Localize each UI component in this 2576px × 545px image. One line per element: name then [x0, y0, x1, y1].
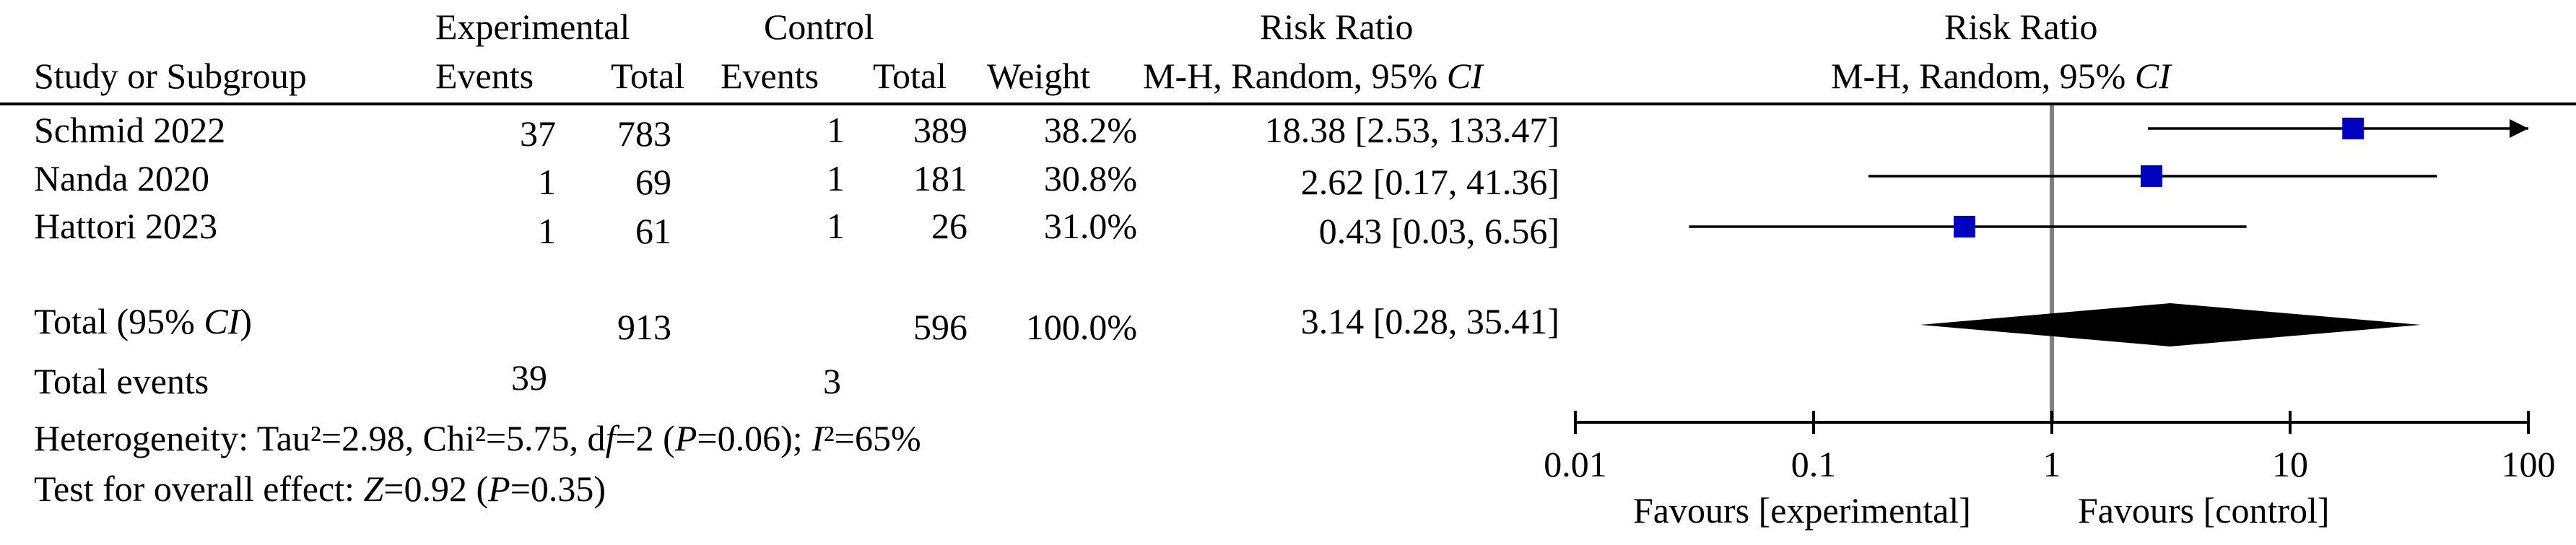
favours-control-label: Favours [control]	[2078, 490, 2330, 531]
total-ctl-events: 3	[823, 361, 841, 401]
exp-total-sum: 913	[617, 307, 671, 347]
study-name: Hattori 2023	[34, 206, 218, 246]
exp-total: 61	[635, 211, 671, 251]
exp-total: 783	[617, 113, 671, 154]
study-marker	[1954, 216, 1976, 237]
ctl-total: 26	[931, 206, 967, 246]
ci-arrow	[2510, 119, 2528, 138]
plot-method-header: M-H, Random, 95% CI	[1831, 56, 2171, 96]
ci-text: 0.43 [0.03, 6.56]	[1318, 211, 1559, 251]
ctl-events: 1	[827, 158, 845, 199]
study-marker	[2342, 118, 2364, 139]
ctl-events: 1	[827, 206, 845, 246]
x-tick-label: 100	[2501, 444, 2556, 484]
total-events-label: Total events	[34, 361, 209, 401]
favours-experimental-label: Favours [experimental]	[1633, 490, 1971, 531]
header-rule	[0, 103, 2576, 105]
plot-title: Risk Ratio	[1944, 6, 2098, 47]
exp-events-header: Events	[435, 56, 534, 96]
x-tick-label: 10	[2272, 444, 2308, 484]
total-exp-events: 39	[511, 357, 547, 398]
x-tick-label: 0.01	[1544, 444, 1607, 484]
exp-events: 37	[520, 113, 556, 154]
x-tick-label: 1	[2042, 444, 2061, 484]
ci-text: 18.38 [2.53, 133.47]	[1264, 110, 1559, 150]
ctl-total: 389	[913, 110, 967, 150]
study-column-header: Study or Subgroup	[34, 56, 307, 96]
study-name: Schmid 2022	[34, 110, 226, 150]
total-weight: 100.0%	[1025, 307, 1137, 347]
total-label: Total (95% CI)	[34, 301, 252, 341]
ctl-total-sum: 596	[913, 307, 967, 347]
rr-method-header: M-H, Random, 95% CI	[1143, 56, 1483, 96]
ctl-events: 1	[827, 110, 845, 150]
ctl-events-header: Events	[721, 56, 819, 96]
control-group-header: Control	[764, 6, 874, 47]
ctl-total: 181	[913, 158, 967, 199]
risk-ratio-column-title: Risk Ratio	[1260, 6, 1414, 47]
weight: 31.0%	[1043, 206, 1137, 246]
total-ci-text: 3.14 [0.28, 35.41]	[1300, 301, 1559, 341]
exp-events: 1	[538, 211, 556, 251]
x-tick-label: 0.1	[1790, 444, 1837, 484]
ci-text: 2.62 [0.17, 41.36]	[1300, 162, 1559, 202]
exp-events: 1	[538, 162, 556, 202]
overall-effect-text: Test for overall effect: Z=0.92 (P=0.35)	[34, 468, 606, 509]
study-name: Nanda 2020	[34, 158, 209, 199]
study-marker	[2141, 165, 2163, 187]
weight-header: Weight	[987, 56, 1091, 96]
exp-total: 69	[635, 162, 671, 202]
heterogeneity-text: Heterogeneity: Tau²=2.98, Chi²=5.75, df=…	[34, 418, 921, 458]
experimental-group-header: Experimental	[435, 6, 630, 47]
exp-total-header: Total	[611, 56, 685, 96]
weight: 38.2%	[1043, 110, 1137, 150]
weight: 30.8%	[1043, 158, 1137, 199]
pooled-diamond	[1920, 303, 2421, 346]
ctl-total-header: Total	[873, 56, 947, 96]
